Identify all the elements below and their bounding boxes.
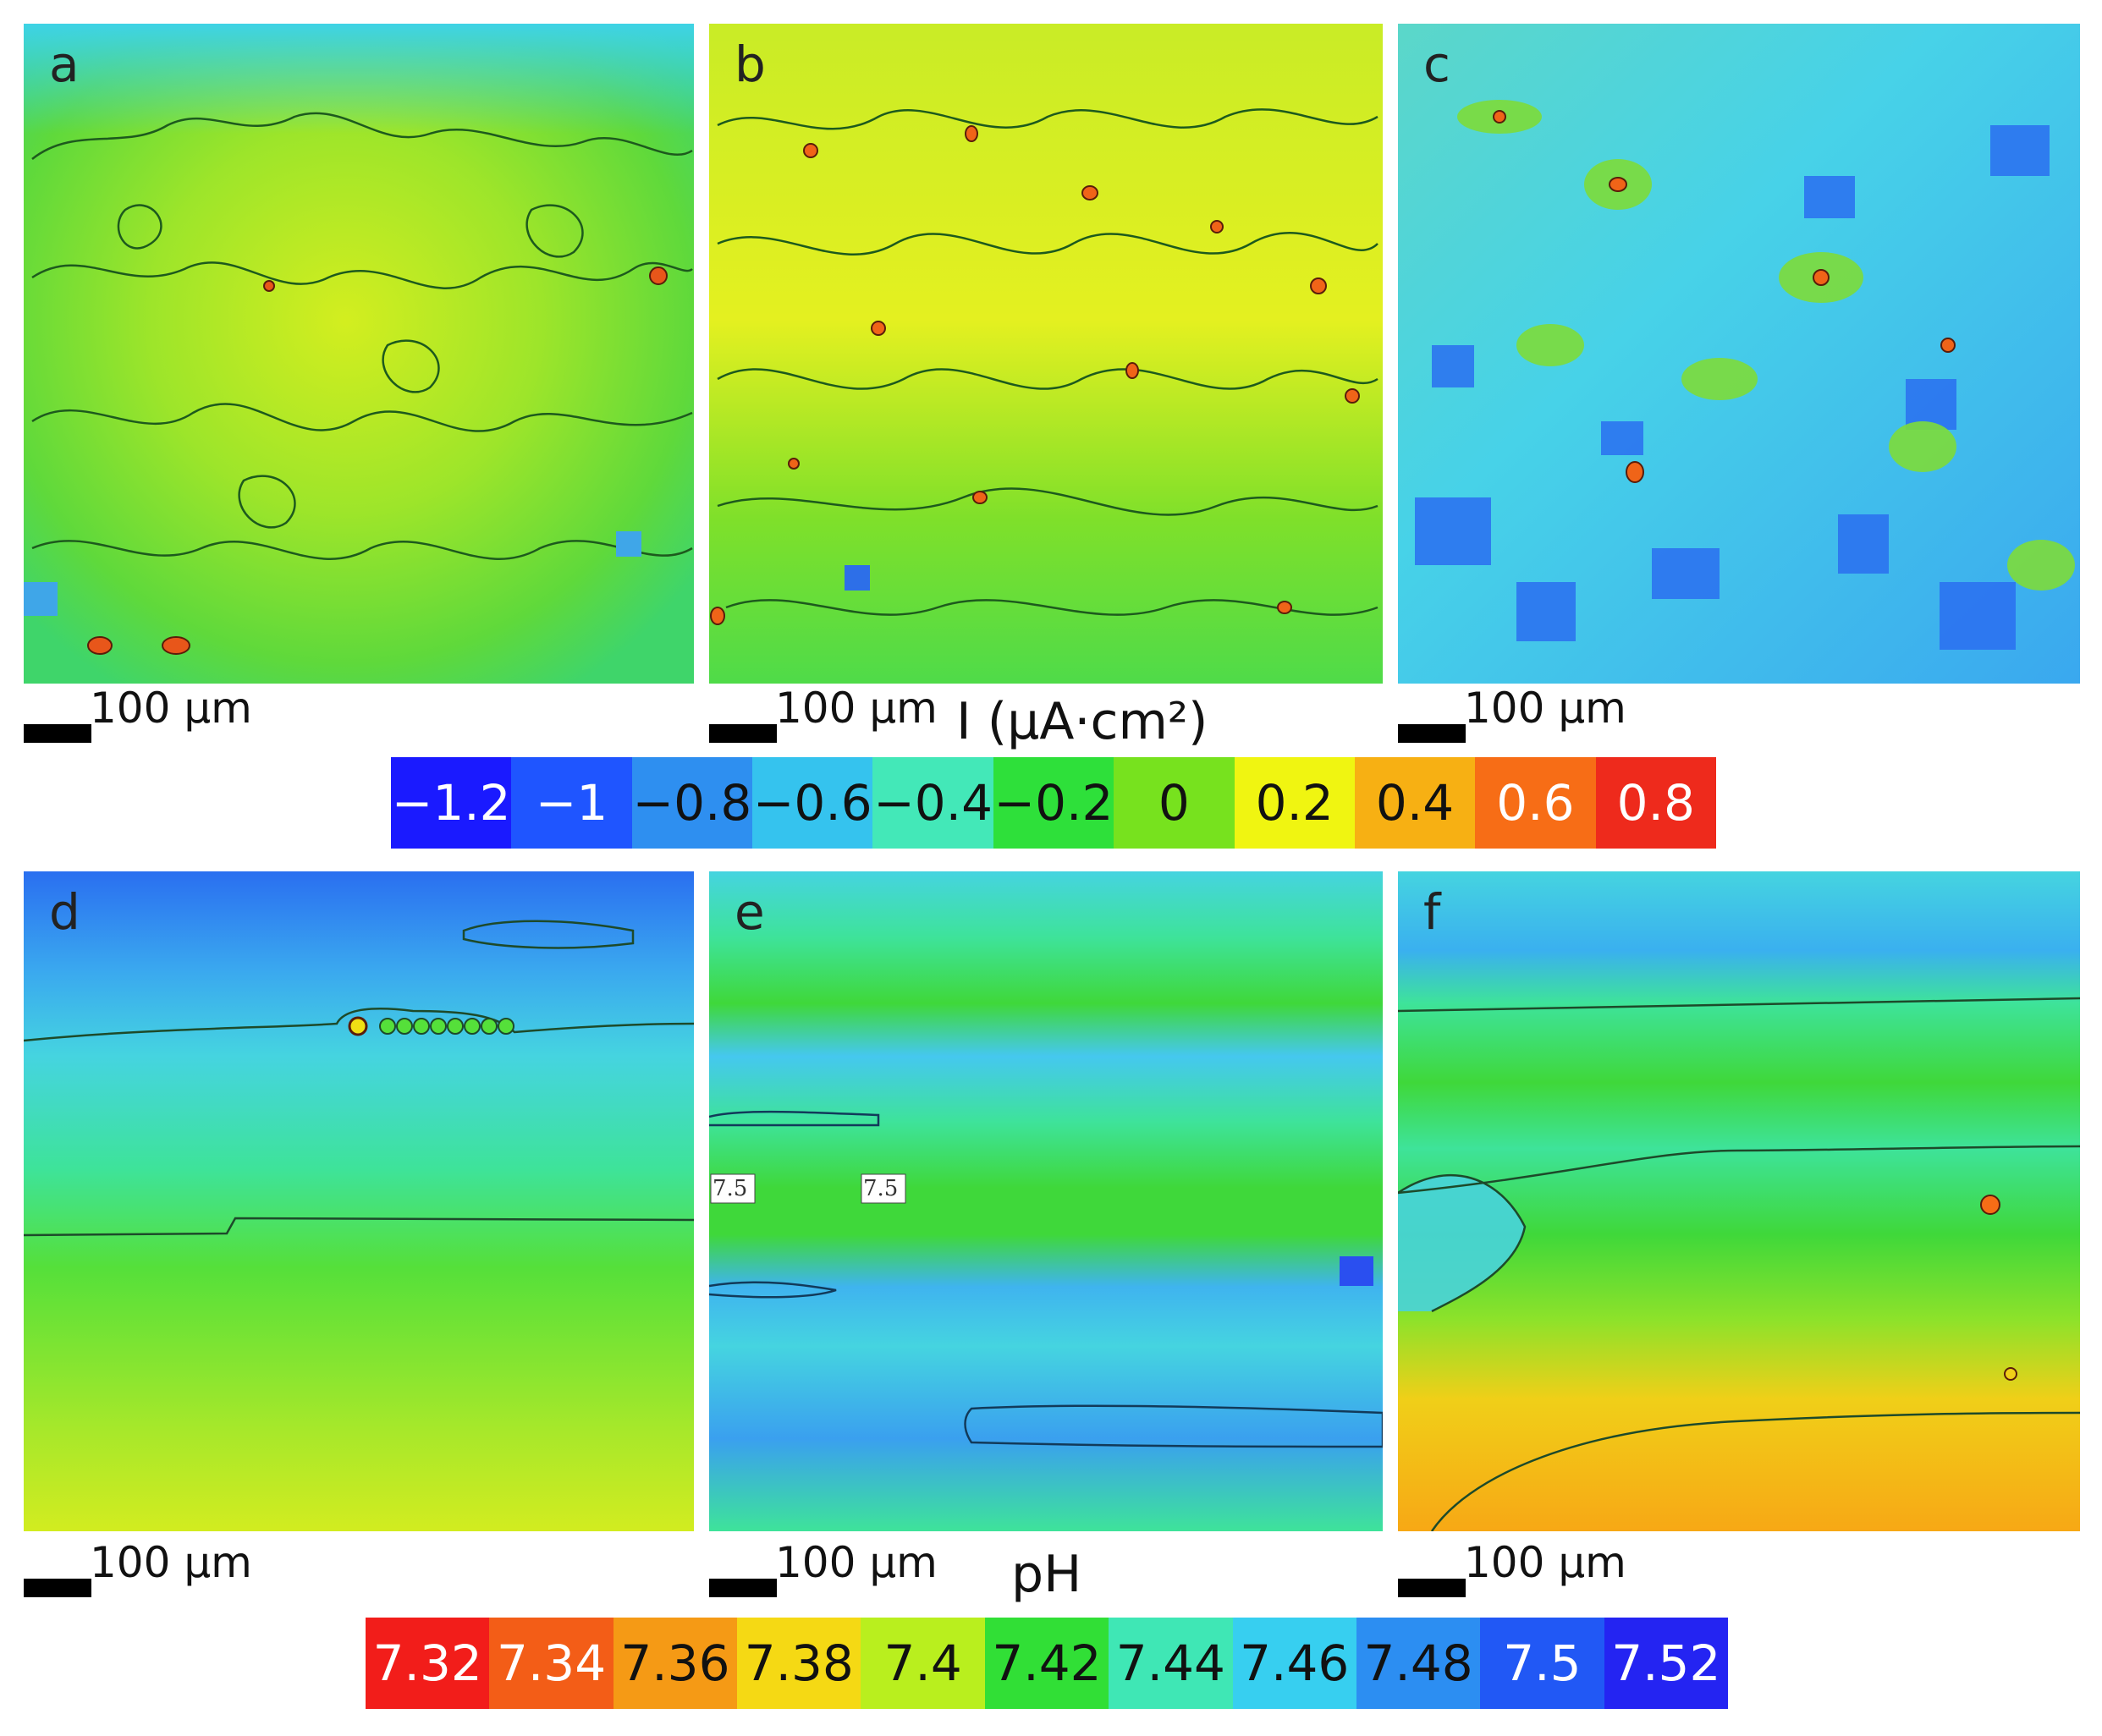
scalebar-a-bar [24,724,91,743]
scalebar-e: 100 µm [709,1538,963,1597]
current-colorbar-cell: −0.4 [872,757,993,849]
panel-letter-b: b [735,36,766,93]
ph-colorbar-cell: 7.46 [1232,1618,1356,1709]
ph-map-f [1398,871,2080,1531]
current-colorbar-cell: −1.2 [391,757,512,849]
current-colorbar-cell: 0.2 [1234,757,1355,849]
ph-unit-label: pH [1011,1545,1082,1604]
ph-colorbar-cell: 7.44 [1109,1618,1233,1709]
map-panel-f: f [1398,871,2080,1531]
map-panel-a: a [24,24,694,684]
scalebar-e-bar [709,1579,777,1597]
ph-colorbar-cell: 7.4 [861,1618,985,1709]
ph-map-e [709,871,1383,1531]
scalebar-a-label: 100 µm [90,684,252,733]
current-colorbar-cell: 0.8 [1595,757,1716,849]
panel-letter-f: f [1423,883,1441,941]
scalebar-f-bar [1398,1579,1466,1597]
current-colorbar-cell: 0 [1114,757,1235,849]
ph-colorbar-cell: 7.32 [366,1618,490,1709]
scalebar-d: 100 µm [24,1538,278,1597]
panel-letter-d: d [49,883,80,941]
map-panel-b: b [709,24,1383,684]
current-colorbar-cell: 0.6 [1475,757,1596,849]
scalebar-c: 100 µm [1398,684,1652,743]
scalebar-b: 100 µm [709,684,963,743]
current-colorbar-cell: −0.2 [993,757,1114,849]
current-colorbar-cell: −0.8 [631,757,753,849]
map-panel-c: c [1398,24,2080,684]
scalebar-a: 100 µm [24,684,278,743]
scalebar-c-bar [1398,724,1466,743]
ph-colorbar: 7.32 7.34 7.36 7.38 7.4 7.42 7.44 7.46 7.48 7.5 7.… [366,1618,1728,1709]
scalebar-b-label: 100 µm [775,684,938,733]
panel-letter-c: c [1423,36,1450,93]
ph-colorbar-cell: 7.52 [1604,1618,1728,1709]
current-colorbar-cell: 0.4 [1354,757,1476,849]
ph-map-d [24,871,694,1531]
panel-letter-a: a [49,36,80,93]
current-colorbar: −1.2 −1 −0.8 −0.6 −0.4 −0.2 0 0.2 0.4 0.6 0.8 [391,757,1716,849]
map-panel-d: d [24,871,694,1531]
ph-colorbar-cell: 7.34 [489,1618,614,1709]
current-map-c [1398,24,2080,684]
contour-label-1: 7.5 [713,1176,748,1201]
current-colorbar-cell: −1 [511,757,632,849]
scalebar-f-label: 100 µm [1464,1538,1626,1587]
current-colorbar-cell: −0.6 [752,757,873,849]
scalebar-c-label: 100 µm [1464,684,1626,733]
ph-colorbar-cell: 7.36 [613,1618,738,1709]
scalebar-d-label: 100 µm [90,1538,252,1587]
ph-colorbar-cell: 7.38 [737,1618,861,1709]
current-map-b [709,24,1383,684]
scalebar-d-bar [24,1579,91,1597]
map-panel-e: e 7.5 7.5 [709,871,1383,1531]
ph-colorbar-cell: 7.5 [1480,1618,1604,1709]
scalebar-b-bar [709,724,777,743]
ph-colorbar-cell: 7.48 [1356,1618,1481,1709]
contour-label-2: 7.5 [863,1176,899,1201]
scalebar-f: 100 µm [1398,1538,1652,1597]
current-map-a [24,24,694,684]
scalebar-e-label: 100 µm [775,1538,938,1587]
ph-colorbar-cell: 7.42 [984,1618,1109,1709]
panel-letter-e: e [735,883,765,941]
current-unit-label: I (µA·cm²) [956,692,1208,751]
